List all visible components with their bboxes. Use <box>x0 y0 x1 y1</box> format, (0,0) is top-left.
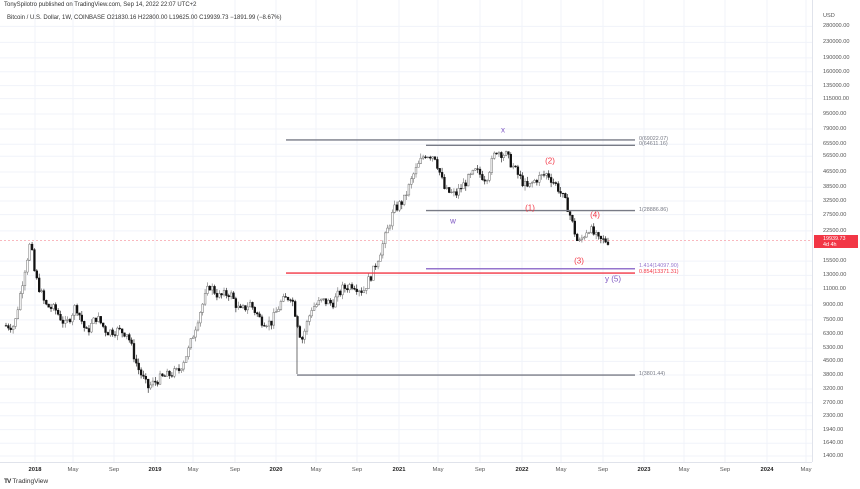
price-tick-label: 7500.00 <box>823 316 844 323</box>
fib-level-label: 1(3801.44) <box>639 371 666 378</box>
current-price-value: 19939.73 <box>823 235 846 242</box>
fib-level-label: 1(28886.86) <box>639 206 669 213</box>
tradingview-logo-text: TradingView <box>12 478 49 485</box>
price-tick-label: 95000.00 <box>823 111 847 118</box>
elliott-wave-label: x <box>501 125 505 135</box>
publisher-line: TonySpilotro published on TradingView.co… <box>4 2 197 8</box>
elliott-wave-label: (3) <box>574 256 584 266</box>
time-tick-label: May <box>678 467 690 473</box>
price-tick-label: 115000.00 <box>823 95 850 102</box>
elliott-wave-label: y (5) <box>605 274 621 284</box>
price-tick-label: 15500.00 <box>823 258 847 265</box>
time-tick-label: 2019 <box>148 467 162 473</box>
bar-countdown: 4d 4h <box>823 241 837 248</box>
time-tick-label: Sep <box>719 467 731 473</box>
fib-level-label: 0.854(13371.31) <box>639 269 679 276</box>
candlestick-plot <box>0 0 812 462</box>
time-tick-label: May <box>432 467 444 473</box>
price-tick-label: 190000.00 <box>823 54 850 61</box>
time-tick-label: May <box>555 467 567 473</box>
fib-level-label: 0(69022.07) <box>639 135 669 142</box>
time-tick-label: May <box>310 467 322 473</box>
price-tick-label: 2300.00 <box>823 412 844 419</box>
time-tick-label: May <box>187 467 199 473</box>
price-tick-label: 230000.00 <box>823 39 850 46</box>
time-tick-label: Sep <box>597 467 609 473</box>
price-tick-label: 3200.00 <box>823 385 844 392</box>
tradingview-logo-icon: TV <box>4 478 11 485</box>
time-tick-label: 2022 <box>515 467 529 473</box>
price-tick-label: 38500.00 <box>823 184 847 191</box>
price-tick-label: 11000.00 <box>823 285 846 292</box>
time-tick-label: 2018 <box>28 467 42 473</box>
price-tick-label: 280000.00 <box>823 23 850 30</box>
time-tick-label: May <box>800 467 812 473</box>
time-tick-label: 2024 <box>760 467 774 473</box>
price-tick-label: 46500.00 <box>823 168 847 175</box>
price-tick-label: 79000.00 <box>823 126 847 132</box>
fib-level-label: 1.414(14097.90) <box>639 262 679 269</box>
price-tick-label: 5300.00 <box>823 345 844 352</box>
chart-canvas[interactable] <box>0 0 812 462</box>
price-tick-label: 1940.00 <box>823 426 844 433</box>
price-tick-label: 135000.00 <box>823 82 850 89</box>
price-tick-label: 65500.00 <box>823 141 847 148</box>
price-tick-label: 2700.00 <box>823 399 844 406</box>
price-tick-label: 160000.00 <box>823 68 850 75</box>
current-price-badge: 19939.73 4d 4h <box>814 234 858 248</box>
price-tick-label: 13000.00 <box>823 272 847 279</box>
price-tick-label: 32500.00 <box>823 198 847 205</box>
price-tick-label: 6300.00 <box>823 331 844 338</box>
symbol-ohlc-legend: Bitcoin / U.S. Dollar, 1W, COINBASE O218… <box>7 15 282 21</box>
time-tick-label: 2021 <box>392 467 406 473</box>
time-tick-label: Sep <box>108 467 120 473</box>
time-tick-label: 2020 <box>269 467 283 473</box>
elliott-wave-label: (2) <box>545 156 555 166</box>
tradingview-logo[interactable]: TV TradingView <box>4 478 48 485</box>
price-tick-label: 1640.00 <box>823 440 844 447</box>
time-tick-label: May <box>67 467 79 473</box>
elliott-wave-label: (1) <box>525 203 535 213</box>
elliott-wave-label: (4) <box>590 210 600 220</box>
elliott-wave-label: w <box>450 216 456 226</box>
fib-level-label: 0(64611.16) <box>639 141 668 148</box>
price-tick-label: 4500.00 <box>823 358 844 365</box>
time-tick-label: 2023 <box>637 467 651 473</box>
time-tick-label: Sep <box>351 467 363 473</box>
price-tick-label: 3800.00 <box>823 372 844 379</box>
currency-label: USD <box>823 13 835 19</box>
price-tick-label: 9000.00 <box>823 302 844 309</box>
price-axis[interactable]: USD 280000.00 230000.00 190000.00 160000.00… <box>812 0 860 462</box>
time-tick-label: Sep <box>229 467 241 473</box>
price-tick-label: 1400.00 <box>823 453 844 460</box>
time-axis[interactable]: 2018 May Sep 2019 May Sep 2020 May Sep 2021 May Sep… <box>0 462 812 477</box>
price-tick-label: 22500.00 <box>823 227 847 234</box>
price-tick-label: 56500.00 <box>823 153 847 160</box>
time-tick-label: Sep <box>474 467 486 473</box>
price-tick-label: 27500.00 <box>823 211 847 218</box>
